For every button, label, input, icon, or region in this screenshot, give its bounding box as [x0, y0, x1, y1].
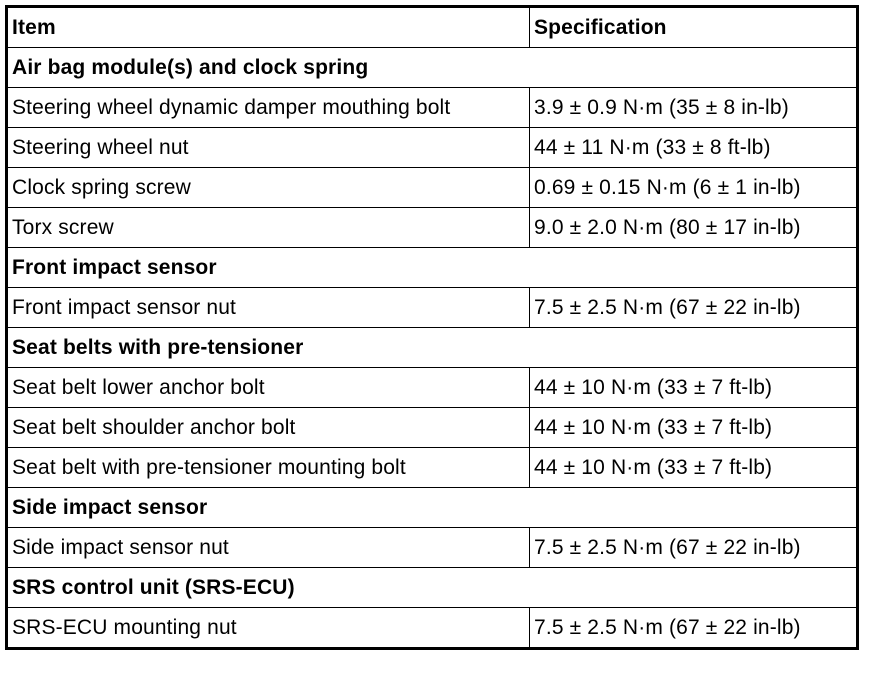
section-title: Seat belts with pre-tensioner — [6, 327, 858, 368]
specification-cell: 0.69 ± 0.15 N·m (6 ± 1 in-lb) — [529, 167, 858, 208]
table-row: Seat belt lower anchor bolt 44 ± 10 N·m (… — [6, 367, 858, 408]
section-title: Air bag module(s) and clock spring — [6, 47, 858, 88]
item-cell: SRS-ECU mounting nut — [6, 607, 530, 649]
section-title: Side impact sensor — [6, 487, 858, 528]
item-cell: Side impact sensor nut — [6, 527, 530, 568]
section-row: Side impact sensor — [6, 487, 858, 528]
table-row: Steering wheel dynamic damper mouthing b… — [6, 87, 858, 128]
table-row: Torx screw 9.0 ± 2.0 N·m (80 ± 17 in-lb) — [6, 207, 858, 248]
item-cell: Seat belt shoulder anchor bolt — [6, 407, 530, 448]
torque-spec-table: Item Specification Air bag module(s) and… — [5, 5, 859, 650]
section-row: SRS control unit (SRS-ECU) — [6, 567, 858, 608]
item-cell: Torx screw — [6, 207, 530, 248]
table-row: Seat belt with pre-tensioner mounting bo… — [6, 447, 858, 488]
table-row: Seat belt shoulder anchor bolt 44 ± 10 N·… — [6, 407, 858, 448]
specification-cell: 44 ± 10 N·m (33 ± 7 ft-lb) — [529, 407, 858, 448]
table-row: Side impact sensor nut 7.5 ± 2.5 N·m (67 … — [6, 527, 858, 568]
specification-cell: 44 ± 10 N·m (33 ± 7 ft-lb) — [529, 367, 858, 408]
item-cell: Seat belt with pre-tensioner mounting bo… — [6, 447, 530, 488]
specification-cell: 44 ± 10 N·m (33 ± 7 ft-lb) — [529, 447, 858, 488]
table-row: Steering wheel nut 44 ± 11 N·m (33 ± 8 ft… — [6, 127, 858, 168]
header-item: Item — [6, 6, 530, 48]
table-row: Front impact sensor nut 7.5 ± 2.5 N·m (67… — [6, 287, 858, 328]
header-specification: Specification — [529, 6, 858, 48]
item-cell: Clock spring screw — [6, 167, 530, 208]
section-title: SRS control unit (SRS-ECU) — [6, 567, 858, 608]
specification-cell: 7.5 ± 2.5 N·m (67 ± 22 in-lb) — [529, 527, 858, 568]
specification-cell: 3.9 ± 0.9 N·m (35 ± 8 in-lb) — [529, 87, 858, 128]
item-cell: Front impact sensor nut — [6, 287, 530, 328]
item-cell: Steering wheel nut — [6, 127, 530, 168]
item-cell: Seat belt lower anchor bolt — [6, 367, 530, 408]
section-row: Air bag module(s) and clock spring — [6, 47, 858, 88]
section-title: Front impact sensor — [6, 247, 858, 288]
section-row: Seat belts with pre-tensioner — [6, 327, 858, 368]
specification-cell: 7.5 ± 2.5 N·m (67 ± 22 in-lb) — [529, 607, 858, 649]
specification-cell: 9.0 ± 2.0 N·m (80 ± 17 in-lb) — [529, 207, 858, 248]
item-cell: Steering wheel dynamic damper mouthing b… — [6, 87, 530, 128]
specification-cell: 44 ± 11 N·m (33 ± 8 ft-lb) — [529, 127, 858, 168]
header-row: Item Specification — [6, 6, 858, 48]
section-row: Front impact sensor — [6, 247, 858, 288]
specification-cell: 7.5 ± 2.5 N·m (67 ± 22 in-lb) — [529, 287, 858, 328]
table-row: SRS-ECU mounting nut 7.5 ± 2.5 N·m (67 ± … — [6, 607, 858, 649]
table-row: Clock spring screw 0.69 ± 0.15 N·m (6 ± 1… — [6, 167, 858, 208]
